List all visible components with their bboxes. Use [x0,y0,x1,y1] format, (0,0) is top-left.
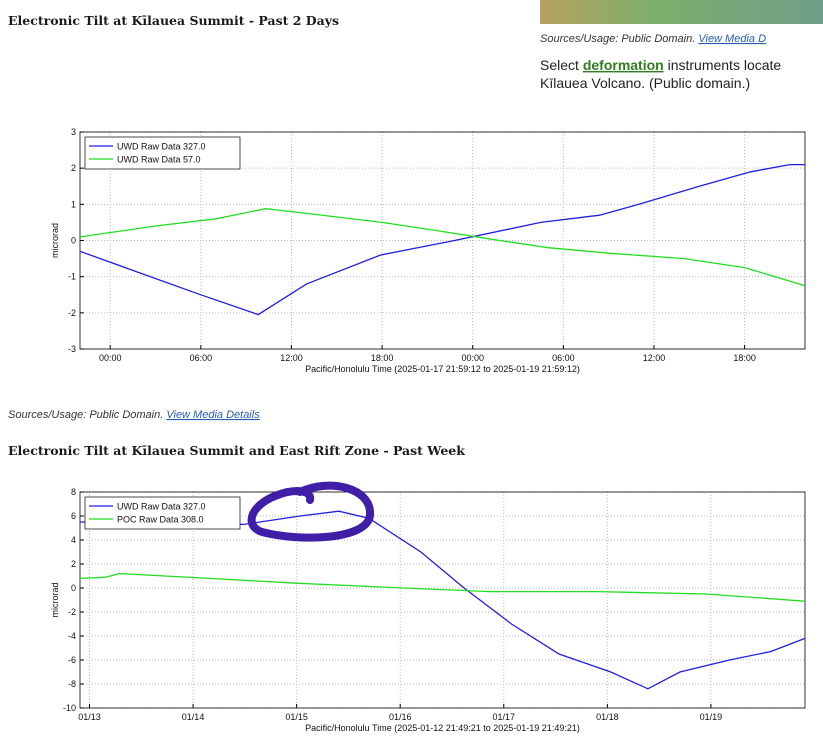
x-tick-label: 01/15 [285,712,308,722]
plot-frame [79,491,806,709]
y-tick-label: -3 [68,344,76,354]
y-tick-label: 3 [71,127,76,137]
caption-text: instruments locate [664,57,782,73]
x-tick-label: 12:00 [643,353,666,363]
annotation-scribble [247,481,374,542]
y-tick-label: -6 [68,655,76,665]
caption-text: Select [540,57,583,73]
legend-label: POC Raw Data 308.0 [117,515,204,525]
y-tick-label: -8 [68,679,76,689]
y-tick-label: -2 [68,607,76,617]
x-tick-label: 01/18 [596,712,619,722]
y-tick-label: -1 [68,272,76,282]
y-axis-label: microrad [50,582,60,617]
map-image[interactable] [540,0,823,24]
section-title: Electronic Tilt at Kīlauea Summit and Ea… [8,443,465,458]
x-tick-label: 01/19 [700,712,723,722]
series-line [79,163,805,316]
y-tick-label: 8 [71,487,76,497]
x-tick-label: 00:00 [99,353,122,363]
series-line [79,208,806,287]
media-link[interactable]: View Media D [698,33,766,45]
glossary-link[interactable]: deformation [583,57,664,73]
y-tick-label: 0 [71,583,76,593]
x-tick-label: 18:00 [733,353,756,363]
caption-line: Kīlauea Volcano. (Public domain.) [540,75,750,91]
caption: Select deformation instruments locate [540,57,781,73]
x-tick-label: 01/14 [182,712,205,722]
source-note: Sources/Usage: Public Domain. View Media… [8,409,260,421]
y-tick-label: 2 [71,559,76,569]
source-prefix: Sources/Usage: Public Domain. [540,33,698,45]
x-tick-label: 06:00 [190,353,213,363]
y-tick-label: 1 [71,199,76,209]
section-title: Electronic Tilt at Kīlauea Summit - Past… [8,13,339,28]
legend-box [84,136,241,170]
y-tick-label: 4 [71,535,76,545]
x-tick-label: 12:00 [280,353,303,363]
source-note: Sources/Usage: Public Domain. View Media… [540,33,766,45]
x-tick-label: 18:00 [371,353,394,363]
plot-frame [79,131,806,350]
legend-label: UWD Raw Data 327.0 [117,502,206,512]
x-tick-label: 00:00 [461,353,484,363]
x-tick-label: 01/16 [389,712,412,722]
legend-label: UWD Raw Data 327.0 [117,142,206,152]
x-tick-label: 01/17 [493,712,516,722]
y-tick-label: -2 [68,308,76,318]
series-line [79,510,806,690]
legend-label: UWD Raw Data 57.0 [117,155,201,165]
y-axis-label: microrad [50,223,60,258]
source-prefix: Sources/Usage: Public Domain. [8,409,166,421]
x-tick-label: 06:00 [552,353,575,363]
media-link[interactable]: View Media Details [166,409,260,421]
y-tick-label: 2 [71,163,76,173]
y-tick-label: 6 [71,511,76,521]
y-tick-label: -4 [68,631,76,641]
x-tick-label: 01/13 [78,712,101,722]
x-axis-label: Pacific/Honolulu Time (2025-01-17 21:59:… [305,364,580,374]
y-tick-label: -10 [63,703,76,713]
y-tick-label: 0 [71,236,76,246]
x-axis-label: Pacific/Honolulu Time (2025-01-12 21:49:… [305,723,580,733]
legend-box [84,496,241,530]
series-line [79,572,806,602]
